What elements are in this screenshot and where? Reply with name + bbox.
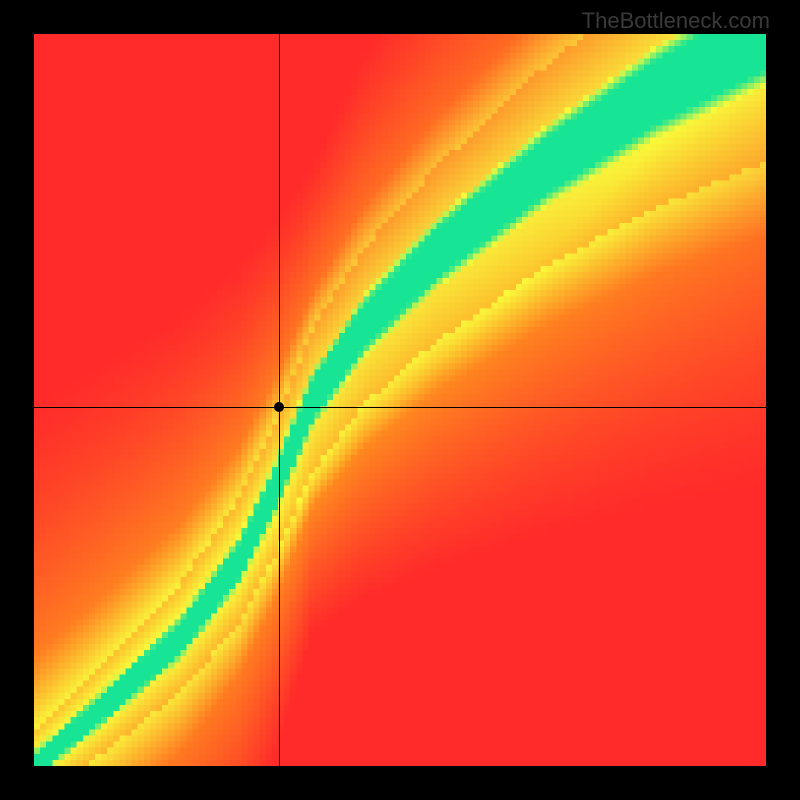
watermark-text: TheBottleneck.com xyxy=(582,8,770,34)
chart-area xyxy=(34,34,766,766)
marker-dot xyxy=(274,402,284,412)
crosshair-horizontal xyxy=(34,407,766,408)
heatmap-canvas xyxy=(34,34,766,766)
crosshair-vertical xyxy=(279,34,280,766)
chart-container: TheBottleneck.com xyxy=(0,0,800,800)
